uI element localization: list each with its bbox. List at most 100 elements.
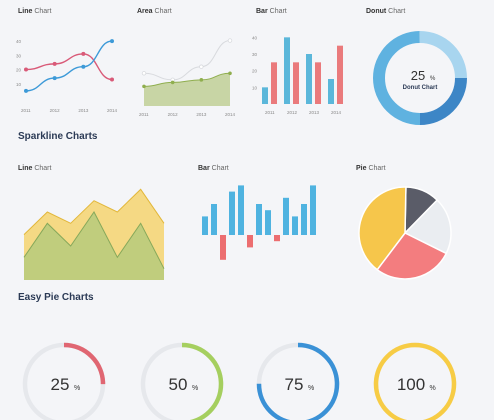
area-series-fill [144, 73, 230, 106]
spark-bar [274, 235, 280, 242]
x-tick-label: 2014 [331, 110, 342, 115]
spark-bar-title: Bar Chart [198, 165, 229, 172]
x-tick-label: 2011 [21, 108, 31, 113]
y-tick-label: 40 [252, 35, 258, 40]
donut-unit: % [430, 76, 436, 82]
easy-pie-value: 100 [397, 375, 425, 394]
y-tick-label: 30 [16, 53, 22, 58]
x-tick-label: 2011 [139, 112, 149, 117]
x-tick-label: 2014 [107, 108, 118, 113]
easy-pie-value: 25 [51, 375, 70, 394]
line-point [24, 88, 28, 93]
y-tick-label: 30 [252, 52, 258, 57]
easy-pie-value: 50 [169, 375, 188, 394]
spark-bar [301, 204, 307, 235]
easy-pie-arc [140, 342, 224, 420]
x-tick-label: 2012 [287, 110, 298, 115]
line-point [24, 67, 28, 72]
sparkline-area-chart [23, 188, 165, 280]
spark-bar [202, 216, 208, 235]
sparkline-pie-chart [358, 186, 452, 280]
line-chart-title: Line Chart [18, 8, 52, 15]
easy-pie-section-title: Easy Pie Charts [18, 292, 94, 303]
line-point [52, 76, 57, 81]
area-point [199, 78, 204, 82]
easy-pie-unit: % [192, 385, 198, 392]
x-tick-label: 2013 [196, 112, 207, 117]
spark-bar [265, 210, 271, 235]
y-tick-label: 40 [16, 39, 22, 44]
spark-pie-title: Pie Chart [356, 165, 386, 172]
area-point [228, 71, 232, 76]
bar [315, 62, 321, 104]
spark-bar [220, 235, 226, 260]
bar-chart: 10 20 30 40 2011 2012 2013 2014 [252, 35, 343, 115]
x-tick-label: 2011 [265, 110, 275, 115]
bar [337, 45, 343, 104]
x-tick-label: 2012 [168, 112, 179, 117]
spark-bar [247, 235, 253, 248]
spark-bar [238, 185, 244, 235]
bar-chart-title: Bar Chart [256, 8, 287, 15]
easy-pie-charts: 25% 50% 75% 100% [22, 342, 457, 420]
line-point [81, 64, 86, 69]
y-tick-label: 10 [16, 82, 22, 87]
y-tick-label: 20 [252, 69, 258, 74]
spark-line-title: Line Chart [18, 165, 52, 172]
easy-pie-unit: % [74, 385, 80, 392]
easy-pie-value: 75 [285, 375, 304, 394]
easy-pie-unit: % [308, 385, 314, 392]
line-chart: 10 20 30 40 2011 2012 2013 2014 [16, 39, 118, 113]
area-chart-title: Area Chart [137, 8, 172, 15]
area-point [141, 71, 147, 76]
donut-chart: 25 % Donut Chart [373, 31, 467, 125]
easy-pie-arc [373, 342, 457, 420]
area-point [170, 80, 175, 85]
bar [328, 79, 334, 104]
sparkline-bar-chart [202, 185, 316, 260]
donut-segment [419, 77, 467, 125]
easy-pie-unit: % [430, 385, 436, 392]
donut-segment [373, 31, 421, 125]
spark-bar [283, 197, 289, 235]
area-point [199, 64, 204, 69]
spark-bar [256, 204, 262, 235]
bar [293, 62, 299, 104]
x-tick-label: 2012 [50, 108, 61, 113]
area-point [227, 38, 233, 43]
sparkline-section-title: Sparkline Charts [18, 131, 98, 142]
donut-value: 25 [411, 68, 425, 83]
line-point [81, 51, 86, 56]
bar [262, 87, 268, 104]
line-point [110, 39, 114, 44]
line-series-0 [25, 53, 113, 81]
line-point [52, 61, 57, 66]
donut-label: Donut Chart [403, 85, 438, 91]
line-point [110, 77, 114, 82]
sparkline-area-1 [24, 212, 164, 280]
pie-slice [403, 199, 452, 255]
x-tick-label: 2013 [309, 110, 320, 115]
easy-pie-arc [256, 342, 340, 420]
sparkline-line-0 [23, 188, 165, 236]
area-series-line [143, 72, 231, 87]
donut-chart-title: Donut Chart [366, 8, 406, 15]
line-series-1 [25, 40, 113, 92]
x-tick-label: 2013 [78, 108, 89, 113]
bar [271, 62, 277, 104]
pie-slice [358, 186, 407, 271]
y-tick-label: 10 [252, 85, 258, 90]
pie-slice [376, 232, 448, 280]
spark-bar [310, 185, 316, 235]
x-tick-label: 2014 [225, 112, 236, 117]
spark-bar [292, 216, 298, 235]
spark-bar [211, 204, 217, 235]
sparkline-line-1 [23, 211, 165, 269]
area-series-upper [143, 40, 231, 81]
area-chart: 2011 2012 2013 2014 [139, 38, 236, 117]
easy-pie-arc [22, 342, 106, 420]
donut-segment [419, 31, 467, 79]
y-tick-label: 20 [16, 68, 22, 73]
bar [284, 37, 290, 105]
spark-bar [229, 191, 235, 235]
